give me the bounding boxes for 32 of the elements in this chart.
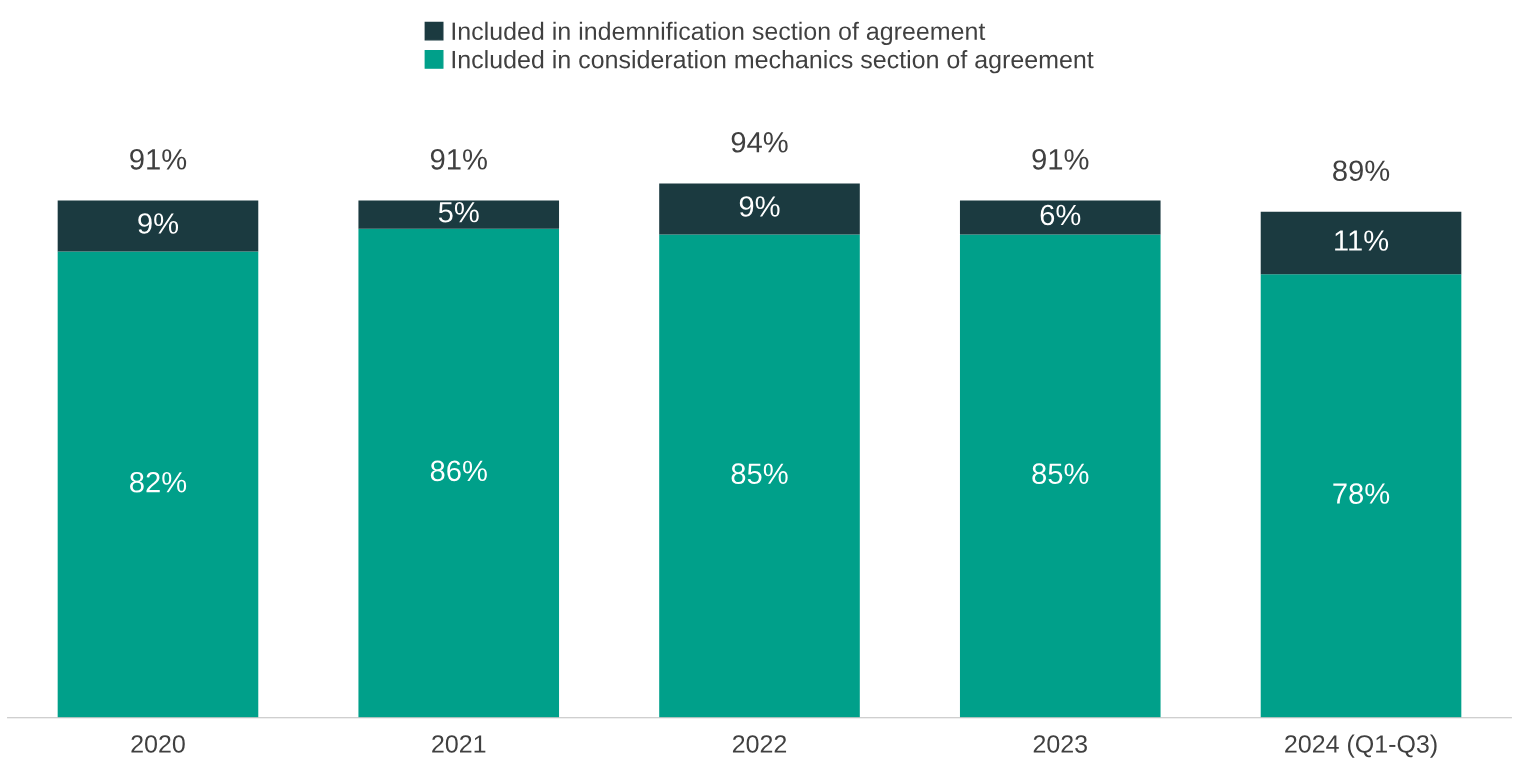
legend-label: Included in indemnification section of agreement	[452, 21, 986, 46]
total-label: 89%	[1333, 160, 1390, 182]
data-label: 82%	[130, 471, 187, 493]
bar	[1260, 211, 1462, 275]
x-tick-label: 2024 (Q1-Q3)	[1285, 734, 1437, 758]
bar	[57, 200, 259, 252]
total-label: 91%	[130, 149, 187, 170]
data-label: 85%	[731, 463, 788, 485]
x-tick-label: 2023	[1033, 735, 1087, 753]
bar	[659, 234, 860, 718]
legend-label: Included in consideration mechanics section of agreement	[452, 50, 1094, 74]
bar	[659, 183, 860, 235]
bar	[959, 200, 1161, 235]
data-label: 9%	[138, 213, 179, 234]
x-tick-label: 2021	[432, 735, 486, 753]
bar	[358, 228, 560, 718]
data-label: 6%	[1040, 204, 1081, 226]
bar	[1260, 274, 1462, 718]
bar	[57, 251, 259, 718]
data-label: 78%	[1333, 483, 1390, 504]
bar	[358, 200, 560, 229]
bar	[959, 234, 1161, 718]
total-label: 91%	[1032, 149, 1089, 170]
total-label: 91%	[430, 149, 487, 170]
data-label: 11%	[1335, 230, 1389, 251]
data-label: 5%	[438, 201, 479, 223]
x-tick-label: 2022	[732, 735, 787, 753]
data-label: 86%	[430, 460, 487, 482]
x-tick-label: 2020	[131, 735, 185, 753]
data-label: 85%	[1032, 463, 1089, 485]
total-label: 94%	[731, 131, 788, 153]
data-label: 9%	[739, 196, 780, 217]
